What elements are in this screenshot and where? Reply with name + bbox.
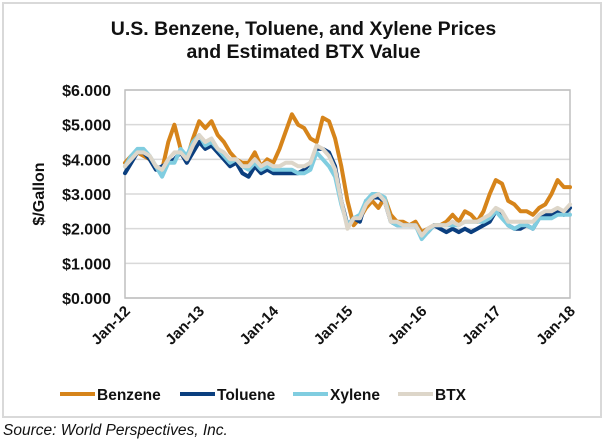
chart-title-line-1: U.S. Benzene, Toluene, and Xylene Prices bbox=[110, 18, 497, 40]
y-axis-ticks: $0.000 $1.000 $2.000 $3.000 $4.000 $5.000 $6.0… bbox=[62, 83, 111, 308]
x-tick-label: Jan-14 bbox=[237, 302, 283, 348]
x-tick-label: Jan-16 bbox=[385, 303, 431, 349]
series-line-btx bbox=[123, 133, 572, 238]
legend-label-xylene: Xylene bbox=[330, 387, 380, 404]
source-note: Source: World Perspectives, Inc. bbox=[3, 422, 228, 439]
chart-title: U.S. Benzene, Toluene, and Xylene Prices… bbox=[0, 18, 607, 64]
chart-title-line-2: and Estimated BTX Value bbox=[186, 41, 421, 63]
legend-label-benzene: Benzene bbox=[97, 387, 161, 404]
legend-label-btx: BTX bbox=[435, 387, 467, 404]
x-tick-label: Jan-12 bbox=[88, 303, 134, 349]
series-line-benzene bbox=[123, 112, 572, 235]
y-tick-label: $1.000 bbox=[62, 256, 111, 273]
legend-label-toluene: Toluene bbox=[217, 387, 276, 404]
y-tick-label: $2.000 bbox=[62, 222, 111, 239]
legend: Benzene Toluene Xylene BTX bbox=[60, 387, 467, 404]
y-tick-label: $0.000 bbox=[62, 291, 111, 308]
x-axis-ticks: Jan-12 Jan-13 Jan-14 Jan-15 Jan-16 Jan-17 Jan-… bbox=[88, 302, 579, 348]
x-tick-label: Jan-15 bbox=[311, 303, 357, 349]
y-axis-label: $/Gallon bbox=[31, 162, 48, 225]
y-tick-label: $6.000 bbox=[62, 83, 111, 100]
y-tick-label: $3.000 bbox=[62, 187, 111, 204]
plot-area-border bbox=[124, 89, 571, 299]
y-tick-label: $5.000 bbox=[62, 118, 111, 135]
series-lines bbox=[123, 112, 572, 242]
x-tick-label: Jan-18 bbox=[533, 303, 579, 349]
y-tick-label: $4.000 bbox=[62, 152, 111, 169]
x-tick-label: Jan-13 bbox=[162, 303, 208, 349]
x-tick-label: Jan-17 bbox=[459, 303, 505, 349]
